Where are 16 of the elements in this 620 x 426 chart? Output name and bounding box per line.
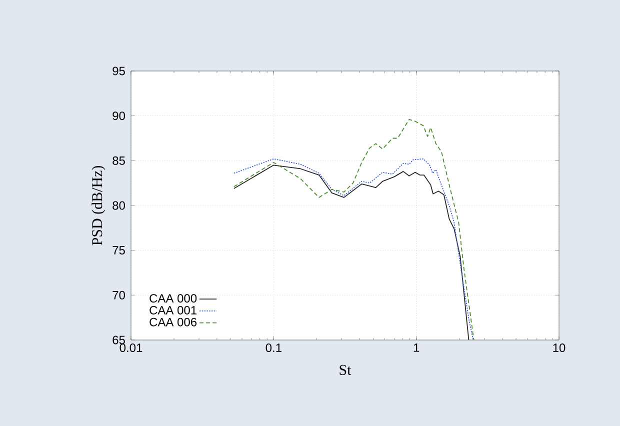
legend-label: CAA 000: [150, 294, 197, 303]
y-tick-label: 65: [112, 336, 125, 344]
x-tick-label: 10: [553, 344, 566, 352]
y-tick-label: 85: [112, 156, 125, 165]
y-tick-label: 70: [112, 290, 125, 300]
legend-label: CAA 006: [150, 318, 197, 326]
x-tick-label: 1: [414, 344, 420, 352]
y-tick-label: 95: [112, 66, 125, 76]
x-tick-label: 0.1: [266, 344, 282, 352]
y-axis-title: PSD (dB/Hz): [92, 166, 106, 246]
x-axis-title: St: [340, 364, 352, 375]
legend-label: CAA 001: [150, 306, 196, 314]
y-tick-label: 75: [112, 246, 125, 255]
y-tick-label: 90: [112, 112, 125, 120]
x-tick-label: 0.01: [120, 344, 142, 352]
y-tick-label: 80: [112, 201, 125, 210]
